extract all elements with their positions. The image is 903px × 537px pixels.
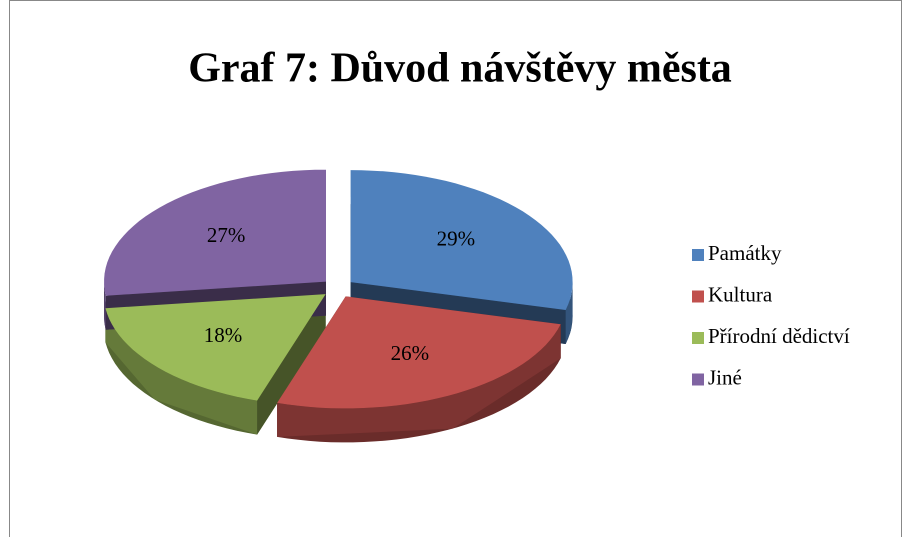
chart-title: Graf 7: Důvod návštěvy města <box>188 46 732 92</box>
data-label: 26% <box>391 341 430 365</box>
legend-label: Jiné <box>708 365 742 389</box>
legend-label: Památky <box>708 241 782 265</box>
legend-label: Přírodní dědictví <box>708 324 850 348</box>
pie-slice <box>104 169 326 296</box>
pie-slice <box>350 170 573 310</box>
slice-outer-wall <box>565 282 573 344</box>
legend-swatch <box>692 249 704 261</box>
slice-wall <box>257 294 326 435</box>
legend-swatch <box>692 290 704 303</box>
legend-swatch <box>692 373 704 386</box>
legend-label: Kultura <box>708 282 773 306</box>
legend-swatch <box>692 332 704 344</box>
slice-outer-wall <box>277 324 561 437</box>
slice-outer-wall <box>105 308 258 435</box>
pie-slice <box>277 296 561 409</box>
data-label: 18% <box>204 323 243 347</box>
pie-slice <box>105 294 326 401</box>
data-label: 29% <box>437 227 476 251</box>
slice-outer-wall <box>104 281 106 330</box>
data-label: 27% <box>207 223 246 247</box>
